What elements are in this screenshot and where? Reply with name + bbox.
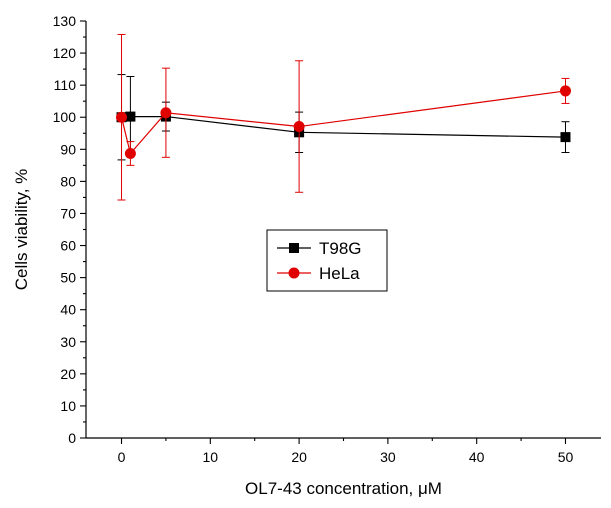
y-tick-label: 90 [60, 141, 76, 157]
y-tick-label: 0 [68, 430, 76, 446]
data-point [560, 132, 571, 143]
legend-item-t98g: T98G [277, 239, 362, 258]
axes: 0 10 20 30 40 50 60 70 80 90 100 110 120 130 0 10 20 30 40… [53, 13, 601, 465]
series-line [120, 90, 566, 155]
data-point [160, 107, 172, 119]
y-tick-label: 80 [60, 173, 76, 189]
y-tick-label: 50 [60, 270, 76, 286]
x-tick-label: 30 [380, 449, 396, 465]
data-point [289, 243, 299, 253]
data-point [124, 147, 136, 159]
data-point [116, 111, 128, 123]
legend-item-hela: HeLa [277, 264, 360, 283]
y-tick-label: 40 [60, 302, 76, 318]
y-tick-label: 30 [60, 334, 76, 350]
y-tick-label: 20 [60, 366, 76, 382]
series-t98g [116, 74, 571, 161]
series-layer [116, 33, 571, 201]
data-point [559, 85, 571, 97]
data-point [125, 111, 136, 122]
x-tick-label: 0 [118, 449, 126, 465]
y-tick-label: 70 [60, 205, 76, 221]
x-tick-label: 40 [469, 449, 485, 465]
x-tick-label: 10 [203, 449, 219, 465]
legend: T98G HeLa [266, 229, 388, 292]
legend-box [266, 229, 388, 292]
y-tick-label: 130 [53, 13, 77, 29]
x-tick-label: 50 [558, 449, 574, 465]
series-hela [116, 33, 571, 201]
data-point [288, 267, 300, 279]
x-tick-label: 20 [291, 449, 307, 465]
y-tick-label: 120 [53, 45, 77, 61]
legend-label: T98G [319, 239, 362, 258]
y-tick-label: 60 [60, 238, 76, 254]
data-point [293, 121, 305, 133]
x-axis-title: OL7-43 concentration, μM [245, 479, 442, 498]
y-tick-label: 100 [53, 109, 77, 125]
y-tick-label: 110 [54, 77, 77, 93]
y-axis-title: Cells viability, % [12, 169, 31, 291]
series-line [121, 115, 566, 138]
legend-label: HeLa [319, 264, 360, 283]
y-tick-label: 10 [60, 398, 76, 414]
